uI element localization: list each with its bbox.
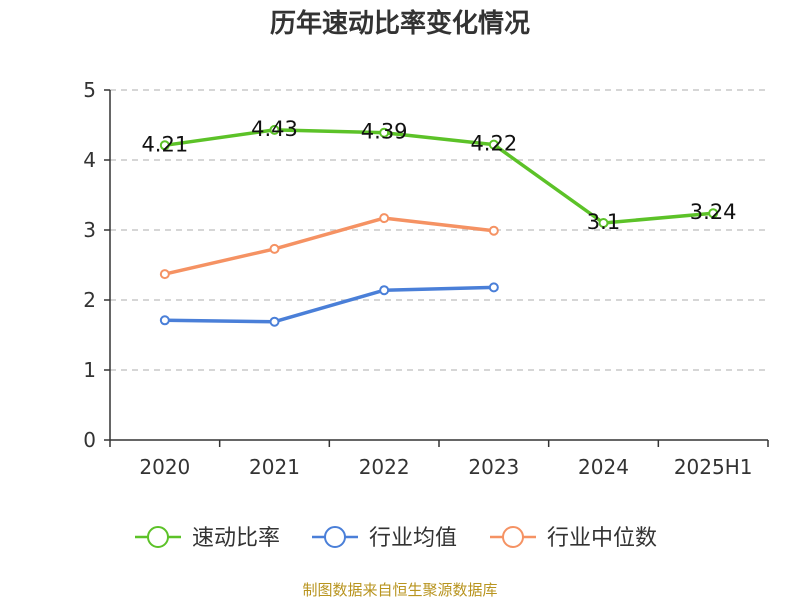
data-point	[159, 269, 170, 280]
chart-title: 历年速动比率变化情况	[270, 8, 530, 39]
axes: 0 1 2 3 4 5 2020 2021 2022 2023 2024 2025H1	[83, 78, 769, 479]
x-tick-label: 2022	[359, 455, 410, 479]
series-line	[164, 285, 494, 324]
legend-marker	[147, 526, 169, 548]
source-note: 制图数据来自恒生聚源数据库	[302, 581, 497, 599]
data-point	[598, 218, 609, 228]
x-tick-label: 2020	[139, 455, 190, 479]
y-tick-label: 0	[83, 428, 96, 452]
x-tick-label: 2023	[468, 455, 519, 479]
data-point	[379, 127, 390, 138]
y-tick-label: 4	[83, 148, 96, 172]
series-0: 4.21 4.43 4.39 4.22 3.1 3.24	[141, 117, 736, 234]
legend-marker	[324, 526, 346, 548]
data-point	[269, 243, 280, 254]
legend-label: 速动比率	[192, 526, 280, 551]
series-layer: 4.21 4.43 4.39 4.22 3.1 3.24	[141, 117, 737, 327]
data-point	[269, 316, 280, 327]
series-line	[164, 216, 495, 276]
data-point	[269, 124, 280, 135]
x-tick-label: 2024	[578, 455, 629, 479]
grid-lines	[110, 89, 768, 371]
data-point	[488, 282, 499, 293]
y-tick-label: 5	[83, 78, 96, 102]
legend: 速动比率 行业均值 行业中位数	[135, 526, 657, 551]
data-point	[708, 208, 719, 219]
data-point	[488, 225, 499, 236]
data-label: 4.43	[251, 117, 298, 141]
data-point	[379, 285, 390, 296]
x-tick-label: 2021	[249, 455, 300, 479]
series-line	[164, 128, 714, 225]
data-point	[159, 315, 170, 326]
series-1	[159, 282, 499, 327]
x-tick-label: 2025H1	[674, 455, 753, 479]
data-label: 4.39	[361, 120, 408, 144]
legend-item: 行业中位数	[490, 526, 657, 551]
legend-label: 行业中位数	[547, 526, 657, 551]
y-tick-label: 3	[83, 218, 96, 242]
data-point	[379, 213, 390, 224]
y-tick-label: 2	[83, 288, 96, 312]
legend-label: 行业均值	[369, 526, 457, 551]
legend-item: 速动比率	[135, 526, 280, 551]
series-2	[159, 213, 499, 280]
data-label: 4.22	[470, 132, 517, 156]
data-point	[488, 139, 499, 150]
data-point	[159, 140, 170, 151]
data-label: 3.1	[587, 210, 620, 234]
data-label: 3.24	[690, 200, 737, 224]
data-label: 4.21	[141, 132, 188, 156]
legend-marker	[502, 526, 524, 548]
legend-item: 行业均值	[312, 526, 457, 551]
y-tick-label: 1	[83, 358, 96, 382]
